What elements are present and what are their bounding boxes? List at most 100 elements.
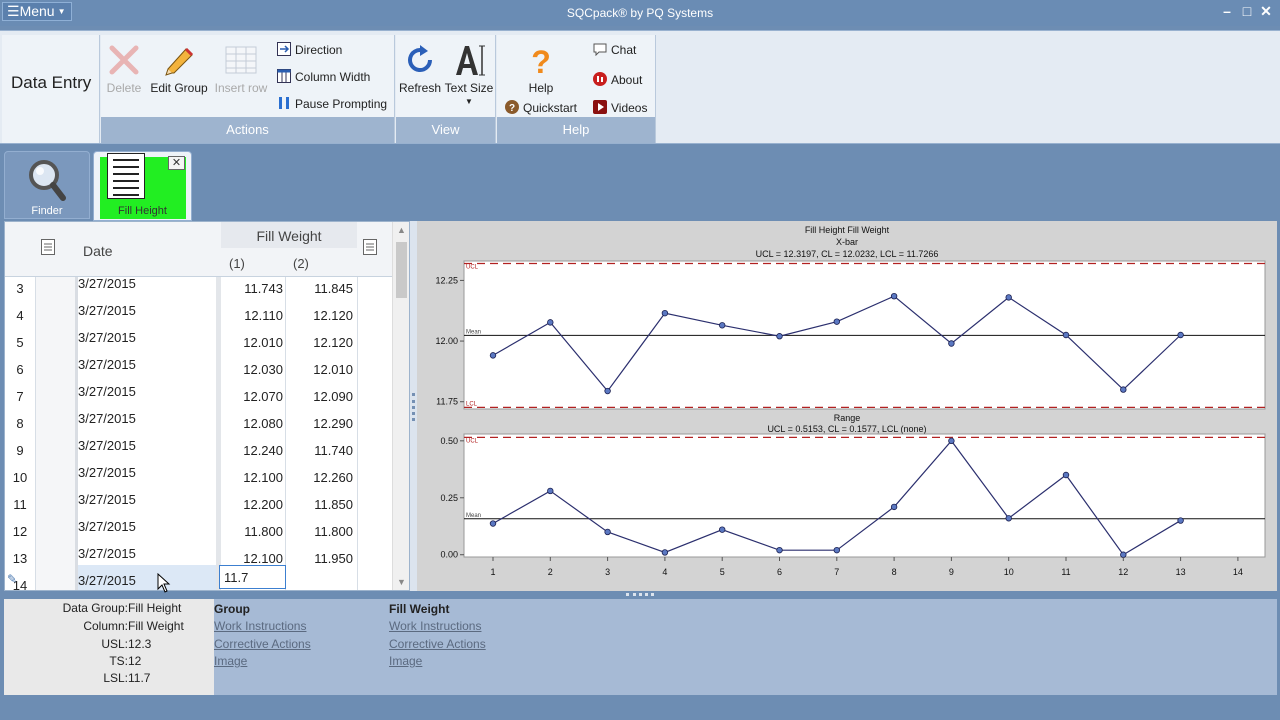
tab-finder[interactable]: Finder	[4, 151, 90, 219]
text-size-button[interactable]: Text Size ▼	[444, 43, 494, 106]
insert-row-button[interactable]: Insert row	[213, 43, 269, 95]
table-row[interactable]: 8 3/27/2015 12.080 12.290	[5, 409, 394, 436]
quickstart-button[interactable]: ? Quickstart	[505, 99, 577, 117]
videos-button[interactable]: Videos	[593, 99, 647, 117]
column-image-link[interactable]: Image	[389, 654, 423, 668]
close-tab-icon[interactable]: ✕	[168, 156, 185, 170]
pause-prompting-button[interactable]: Pause Prompting	[277, 95, 387, 113]
date-cell[interactable]: 3/27/2015	[78, 573, 136, 588]
value-cell-1[interactable]: 11.743	[244, 281, 283, 296]
value-cell-2[interactable]: 12.120	[313, 308, 353, 323]
value-cell-2[interactable]: 12.010	[313, 362, 353, 377]
delete-button[interactable]: Delete	[105, 43, 143, 95]
date-cell[interactable]: 3/27/2015	[78, 519, 136, 534]
notes-column-icon[interactable]	[41, 239, 55, 258]
column-corrective-actions-link[interactable]: Corrective Actions	[389, 637, 486, 651]
date-column-header[interactable]: Date	[83, 243, 113, 259]
value-cell-2[interactable]: 12.290	[313, 416, 353, 431]
row-number[interactable]: 14	[12, 578, 28, 591]
row-number[interactable]: 3	[16, 281, 24, 296]
edit-group-button[interactable]: Edit Group	[149, 43, 209, 95]
date-cell[interactable]: 3/27/2015	[78, 276, 136, 291]
row-number[interactable]: 11	[13, 497, 27, 512]
column-width-button[interactable]: Column Width	[277, 68, 370, 86]
value-cell-2[interactable]: 11.740	[314, 443, 353, 458]
tab-fill-height[interactable]: ✕ Fill Height	[93, 151, 192, 221]
table-row[interactable]: 6 3/27/2015 12.030 12.010	[5, 355, 394, 382]
value-cell-1[interactable]: 12.030	[243, 362, 283, 377]
value-cell-2[interactable]: 11.850	[314, 497, 353, 512]
date-cell[interactable]: 3/27/2015	[78, 465, 136, 480]
scroll-up-icon[interactable]: ▲	[397, 225, 406, 235]
value-cell-1[interactable]: 12.200	[243, 497, 283, 512]
chat-label: Chat	[611, 43, 637, 57]
direction-button[interactable]: Direction	[277, 41, 342, 59]
close-button[interactable]: ✕	[1260, 3, 1272, 19]
table-row[interactable]: 13 3/27/2015 12.100 11.950	[5, 544, 394, 571]
row-number[interactable]: 6	[16, 362, 24, 377]
text-size-icon	[452, 43, 486, 77]
value-cell-1[interactable]: 12.100	[243, 470, 283, 485]
table-row[interactable]: 10 3/27/2015 12.100 12.260	[5, 463, 394, 490]
value-cell-1[interactable]: 11.800	[244, 524, 283, 539]
value-cell-1[interactable]: 12.070	[243, 389, 283, 404]
row-number[interactable]: 13	[12, 551, 28, 566]
value-cell-2[interactable]: 12.260	[313, 470, 353, 485]
column-notes-icon[interactable]	[363, 239, 377, 258]
value-cell-2[interactable]: 11.950	[314, 551, 353, 566]
table-row[interactable]: 4 3/27/2015 12.110 12.120	[5, 301, 394, 328]
table-row[interactable]: 5 3/27/2015 12.010 12.120	[5, 328, 394, 355]
date-cell[interactable]: 3/27/2015	[78, 357, 136, 372]
help-button[interactable]: ? Help	[521, 43, 561, 95]
about-button[interactable]: About	[593, 71, 642, 89]
grid-scrollbar[interactable]: ▲ ▼	[392, 222, 409, 590]
group-work-instructions-link[interactable]: Work Instructions	[214, 619, 307, 633]
horizontal-splitter[interactable]	[0, 591, 1280, 599]
fill-weight-column-header[interactable]: Fill Weight	[221, 222, 357, 248]
table-row[interactable]: 7 3/27/2015 12.070 12.090	[5, 382, 394, 409]
date-cell[interactable]: 3/27/2015	[78, 384, 136, 399]
cell-edit-input[interactable]: 11.7	[219, 565, 286, 589]
chat-button[interactable]: Chat	[593, 41, 636, 59]
table-row[interactable]: 3 3/27/2015 11.743 11.845	[5, 274, 394, 301]
table-row[interactable]: 14 3/27/2015	[5, 571, 394, 591]
value-cell-2[interactable]: 11.845	[314, 281, 353, 296]
splitter-grip	[626, 593, 654, 596]
value-cell-1[interactable]: 12.080	[243, 416, 283, 431]
minimize-button[interactable]: –	[1223, 3, 1231, 19]
row-number[interactable]: 9	[16, 443, 24, 458]
date-cell[interactable]: 3/27/2015	[78, 330, 136, 345]
vertical-splitter[interactable]	[410, 221, 417, 591]
data-point	[719, 322, 726, 329]
value-cell-1[interactable]: 12.100	[243, 551, 283, 566]
table-row[interactable]: 9 3/27/2015 12.240 11.740	[5, 436, 394, 463]
refresh-button[interactable]: Refresh	[398, 43, 442, 95]
maximize-button[interactable]: □	[1242, 3, 1252, 19]
mean-label: Mean	[466, 513, 481, 519]
row-number[interactable]: 12	[12, 524, 28, 539]
row-number[interactable]: 4	[16, 308, 24, 323]
scroll-down-icon[interactable]: ▼	[397, 577, 406, 587]
value-cell-2[interactable]: 12.090	[313, 389, 353, 404]
date-cell[interactable]: 3/27/2015	[78, 546, 136, 561]
value-cell-1[interactable]: 12.240	[243, 443, 283, 458]
value-cell-1[interactable]: 12.010	[243, 335, 283, 350]
date-cell[interactable]: 3/27/2015	[78, 492, 136, 507]
date-cell[interactable]: 3/27/2015	[78, 438, 136, 453]
table-row[interactable]: 11 3/27/2015 12.200 11.850	[5, 490, 394, 517]
table-row[interactable]: 12 3/27/2015 11.800 11.800	[5, 517, 394, 544]
menu-button[interactable]: ☰Menu ▼	[2, 2, 72, 21]
row-number[interactable]: 8	[16, 416, 24, 431]
row-number[interactable]: 5	[16, 335, 24, 350]
date-cell[interactable]: 3/27/2015	[78, 303, 136, 318]
column-work-instructions-link[interactable]: Work Instructions	[389, 619, 482, 633]
group-corrective-actions-link[interactable]: Corrective Actions	[214, 637, 311, 651]
date-cell[interactable]: 3/27/2015	[78, 411, 136, 426]
value-cell-2[interactable]: 11.800	[314, 524, 353, 539]
scroll-thumb[interactable]	[396, 242, 407, 298]
row-number[interactable]: 7	[16, 389, 24, 404]
row-number[interactable]: 10	[12, 470, 28, 485]
value-cell-1[interactable]: 12.110	[244, 308, 283, 323]
value-cell-2[interactable]: 12.120	[313, 335, 353, 350]
group-image-link[interactable]: Image	[214, 654, 248, 668]
